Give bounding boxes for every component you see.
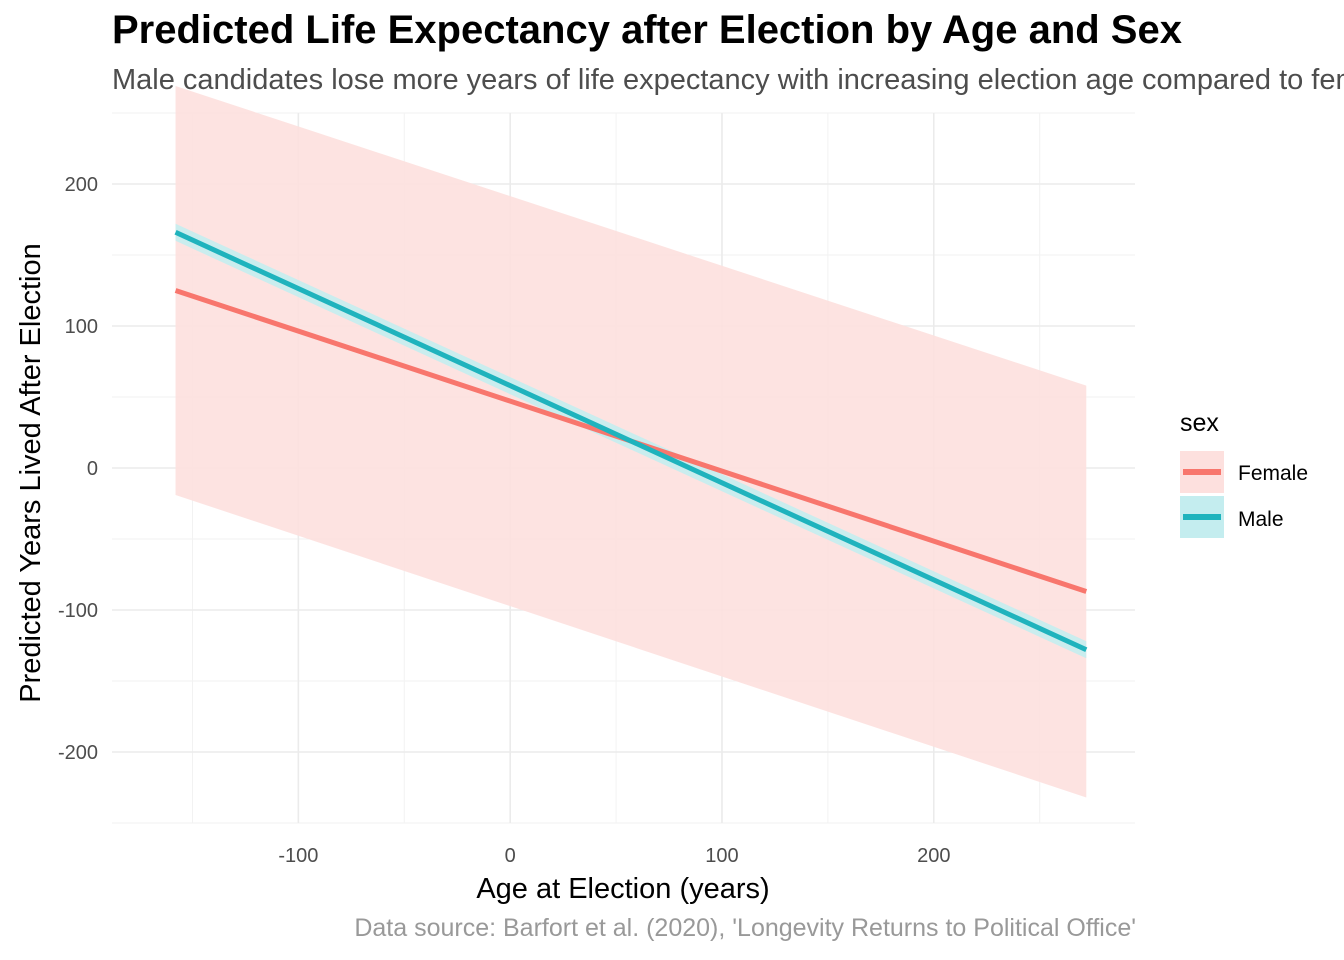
x-tick-label: 0: [505, 845, 516, 867]
legend-label-male: Male: [1238, 508, 1284, 531]
x-tick-label: 200: [917, 845, 950, 867]
legend-label-female: Female: [1238, 462, 1308, 485]
y-tick-label: -100: [58, 600, 98, 622]
y-axis-title: Predicted Years Lived After Election: [15, 243, 47, 702]
chart-caption: Data source: Barfort et al. (2020), 'Lon…: [354, 914, 1136, 942]
x-tick-labels: -100 0 100 200: [278, 845, 950, 867]
legend: sex Female Male: [1180, 409, 1308, 538]
legend-title: sex: [1180, 409, 1219, 437]
chart-title: Predicted Life Expectancy after Election…: [112, 8, 1182, 52]
x-axis-title: Age at Election (years): [476, 873, 769, 905]
y-tick-labels: -200 -100 0 100 200: [58, 174, 98, 764]
series-lines: [174, 230, 1088, 653]
chart-subtitle: Male candidates lose more years of life …: [112, 64, 1344, 96]
x-tick-label: 100: [705, 845, 738, 867]
y-tick-label: 0: [87, 458, 98, 480]
y-tick-label: -200: [58, 742, 98, 764]
y-tick-label: 200: [65, 174, 98, 196]
line-male: [174, 230, 1088, 653]
y-tick-label: 100: [65, 316, 98, 338]
x-tick-label: -100: [278, 845, 318, 867]
